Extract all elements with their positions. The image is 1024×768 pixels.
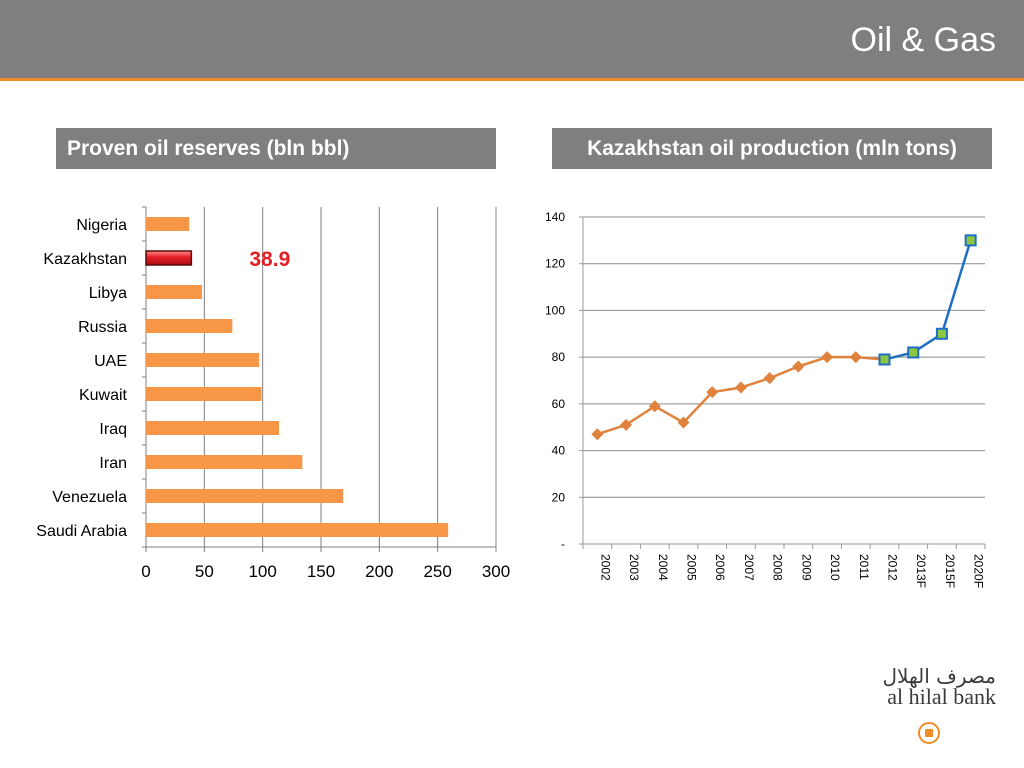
x-tick-label: 50 — [195, 562, 214, 581]
data-point — [620, 418, 633, 431]
header-bar: Oil & Gas — [0, 0, 1024, 81]
slide-title: Oil & Gas — [850, 21, 996, 59]
category-label: Russia — [78, 319, 127, 336]
bar — [146, 285, 202, 299]
bar — [146, 353, 260, 367]
x-tick-label: 2009 — [799, 554, 813, 581]
brand-name-english: al hilal bank — [887, 684, 996, 709]
category-label: Kazakhstan — [43, 251, 127, 268]
data-point — [907, 346, 920, 359]
category-label: Kuwait — [79, 387, 128, 404]
bar — [146, 523, 449, 537]
x-tick-label: 150 — [307, 562, 335, 581]
reserves-chart-title: Proven oil reserves (bln bbl) — [56, 128, 496, 169]
x-tick-label: 2020F — [972, 554, 986, 588]
x-tick-label: 2010 — [828, 554, 842, 581]
bar — [146, 455, 303, 469]
y-tick-label: 40 — [552, 444, 566, 458]
y-tick-label: 140 — [545, 210, 565, 224]
x-tick-label: 2008 — [771, 554, 785, 581]
bar — [146, 217, 190, 231]
category-label: UAE — [94, 353, 127, 370]
x-tick-label: 300 — [482, 562, 510, 581]
data-point — [648, 400, 661, 413]
bar — [146, 489, 344, 503]
x-tick-label: 2007 — [742, 554, 756, 581]
y-tick-label: 60 — [552, 397, 566, 411]
x-tick-label: 200 — [365, 562, 393, 581]
category-label: Iran — [99, 455, 127, 472]
bar-highlight — [145, 250, 193, 266]
category-label: Saudi Arabia — [36, 523, 127, 540]
x-tick-label: 2006 — [713, 554, 727, 581]
data-point — [849, 351, 862, 364]
data-point — [821, 351, 834, 364]
data-point — [878, 353, 891, 366]
series-line-1 — [596, 355, 885, 436]
data-point — [935, 327, 948, 340]
data-point — [964, 234, 977, 247]
x-tick-label: 2015F — [943, 554, 957, 588]
data-point — [706, 386, 719, 399]
y-tick-label: 20 — [552, 490, 566, 504]
x-tick-label: 0 — [141, 562, 150, 581]
y-tick-label: 80 — [552, 350, 566, 364]
x-tick-label: 2012 — [886, 554, 900, 581]
y-tick-label: 120 — [545, 257, 565, 271]
y-tick-label: - — [561, 537, 565, 551]
data-point — [677, 416, 690, 429]
y-tick-label: 100 — [545, 303, 565, 317]
production-line-chart: - 20 40 60 80 100 120 140 2002 2003 2004 2005 2006 20… — [545, 210, 986, 588]
x-tick-label: 2011 — [857, 554, 871, 580]
bar — [146, 319, 233, 333]
production-chart-title: Kazakhstan oil production (mln tons) — [552, 128, 992, 169]
data-point — [792, 360, 805, 373]
data-point — [763, 372, 776, 385]
brand-logo-icon — [918, 722, 940, 744]
category-label: Iraq — [99, 421, 127, 438]
x-tick-label: 100 — [248, 562, 276, 581]
category-label: Venezuela — [52, 489, 127, 506]
category-label: Libya — [89, 285, 127, 302]
category-label: Nigeria — [76, 217, 127, 234]
data-point — [591, 428, 604, 441]
highlight-value-label: 38.9 — [249, 248, 290, 271]
x-tick-label: 2002 — [598, 554, 612, 581]
x-tick-label: 2003 — [627, 554, 641, 581]
reserves-bar-chart: 0 50 100 150 200 250 300 Nigeria Kazakhstan 38.9 L… — [36, 206, 510, 581]
bar — [146, 421, 279, 435]
data-point — [734, 381, 747, 394]
x-tick-label: 2013F — [914, 554, 928, 588]
bar — [146, 387, 262, 401]
x-tick-label: 2005 — [685, 554, 699, 581]
x-tick-label: 250 — [423, 562, 451, 581]
x-tick-label: 2004 — [656, 554, 670, 581]
series-line-2 — [884, 239, 972, 361]
brand-name-arabic: مصرف الهلال — [882, 664, 996, 688]
